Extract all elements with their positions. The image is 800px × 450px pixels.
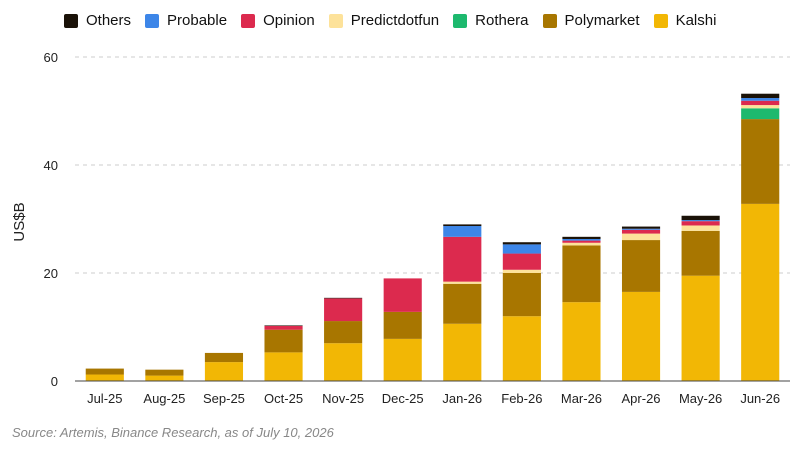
bar-segment-polymarket-dec-25 — [383, 311, 422, 339]
bar-segment-others-jan-26 — [443, 224, 482, 227]
y-tick-label-60: 60 — [44, 50, 58, 65]
legend-swatch-polymarket — [542, 13, 557, 28]
bar-segment-opinion-jun-26 — [741, 100, 780, 106]
bar-segment-others-jun-26 — [741, 93, 780, 99]
x-tick-label-jun-26: Jun-26 — [740, 391, 780, 406]
x-tick-label-mar-26: Mar-26 — [561, 391, 602, 406]
x-tick-label-nov-25: Nov-25 — [322, 391, 364, 406]
bar-segment-kalshi-sep-25 — [204, 362, 244, 381]
legend-item-kalshi: Kalshi — [653, 12, 717, 29]
source-note: Source: Artemis, Binance Research, as of… — [12, 425, 334, 440]
y-axis-title: US$B — [11, 202, 28, 241]
bar-segment-predictdotfun-jan-26 — [443, 281, 482, 284]
bar-segment-polymarket-may-26 — [681, 230, 720, 276]
bar-segment-polymarket-sep-25 — [204, 352, 244, 363]
bar-segment-kalshi-oct-25 — [264, 352, 303, 381]
bar-segment-kalshi-feb-26 — [502, 316, 541, 381]
bar-segment-opinion-nov-25 — [324, 298, 363, 322]
bar-segment-opinion-feb-26 — [502, 253, 541, 270]
legend-label-kalshi: Kalshi — [675, 12, 717, 29]
x-tick-label-oct-25: Oct-25 — [264, 391, 303, 406]
legend-item-rothera: Rothera — [453, 12, 529, 29]
bar-segment-predictdotfun-feb-26 — [502, 269, 541, 273]
grid-layer — [75, 56, 790, 274]
bar-segment-probable-feb-26 — [502, 244, 541, 254]
x-tick-label-jan-26: Jan-26 — [442, 391, 482, 406]
axis-layer: 0 20 40 60 Jul-25 Aug-25 Sep-25 Oct-25 Nov-25 Dec… — [44, 50, 790, 406]
bar-segment-kalshi-mar-26 — [562, 302, 601, 381]
bar-segment-others-oct-25 — [264, 325, 303, 326]
bar-segment-others-mar-26 — [562, 236, 601, 239]
bars-layer — [85, 93, 780, 381]
x-tick-label-jul-25: Jul-25 — [87, 391, 122, 406]
bar-segment-kalshi-apr-26 — [621, 291, 661, 381]
bar-segment-polymarket-aug-25 — [145, 369, 184, 376]
bar-segment-opinion-mar-26 — [562, 240, 601, 243]
bar-segment-probable-jan-26 — [443, 226, 482, 237]
bar-segment-probable-mar-26 — [562, 238, 601, 241]
bar-segment-polymarket-feb-26 — [502, 273, 541, 317]
legend-swatch-predictdotfun — [328, 13, 343, 28]
bar-segment-predictdotfun-may-26 — [681, 225, 720, 231]
legend-label-rothera: Rothera — [475, 12, 529, 29]
legend-swatch-others — [64, 13, 78, 28]
bar-segment-probable-apr-26 — [621, 228, 661, 230]
bar-segment-opinion-jan-26 — [443, 236, 482, 282]
legend-item-others: Others — [64, 12, 131, 29]
x-tick-label-sep-25: Sep-25 — [203, 391, 245, 406]
legend-item-predictdotfun: Predictdotfun — [328, 12, 440, 29]
bar-segment-polymarket-mar-26 — [562, 245, 601, 303]
bar-segment-polymarket-jan-26 — [443, 283, 482, 324]
bar-segment-polymarket-jul-25 — [85, 368, 124, 375]
bar-segment-polymarket-apr-26 — [621, 240, 661, 292]
bar-segment-probable-may-26 — [681, 220, 720, 222]
bar-segment-predictdotfun-apr-26 — [621, 233, 661, 241]
x-tick-label-aug-25: Aug-25 — [143, 391, 185, 406]
bar-segment-predictdotfun-mar-26 — [562, 242, 601, 246]
bar-segment-probable-jun-26 — [741, 98, 780, 101]
legend-label-others: Others — [86, 12, 132, 29]
legend-label-opinion: Opinion — [263, 12, 315, 29]
legend-swatch-probable — [145, 13, 160, 28]
bar-segment-others-feb-26 — [502, 242, 541, 245]
x-tick-label-feb-26: Feb-26 — [501, 391, 542, 406]
bar-segment-polymarket-jun-26 — [741, 119, 780, 204]
legend-swatch-rothera — [453, 13, 468, 28]
legend-label-predictdotfun: Predictdotfun — [350, 12, 440, 29]
bar-segment-polymarket-oct-25 — [264, 329, 303, 353]
x-tick-label-apr-26: Apr-26 — [622, 391, 661, 406]
bar-segment-kalshi-jun-26 — [741, 203, 780, 381]
legend-label-probable: Probable — [167, 12, 228, 29]
legend-item-probable: Probable — [145, 12, 227, 29]
bar-segment-polymarket-nov-25 — [324, 321, 363, 344]
x-tick-label-may-26: May-26 — [679, 391, 722, 406]
chart-legend: Others Probable Opinion Predictdotfun Ro… — [64, 12, 730, 29]
legend-swatch-opinion — [241, 13, 256, 28]
bar-segment-others-may-26 — [681, 215, 720, 221]
bar-segment-others-nov-25 — [324, 297, 363, 299]
bar-segment-kalshi-nov-25 — [324, 343, 363, 381]
bar-segment-rothera-jun-26 — [741, 108, 780, 120]
legend-item-opinion: Opinion — [241, 12, 315, 29]
legend-item-polymarket: Polymarket — [542, 12, 640, 29]
y-tick-label-20: 20 — [44, 266, 58, 281]
bar-segment-opinion-apr-26 — [621, 229, 661, 234]
bar-segment-kalshi-jul-25 — [85, 374, 124, 381]
y-tick-label-0: 0 — [51, 374, 58, 389]
legend-swatch-kalshi — [653, 13, 668, 28]
bar-segment-opinion-oct-25 — [264, 325, 303, 330]
bar-segment-kalshi-jan-26 — [443, 323, 482, 381]
x-tick-label-dec-25: Dec-25 — [382, 391, 424, 406]
legend-label-polymarket: Polymarket — [564, 12, 640, 29]
bar-segment-opinion-may-26 — [681, 221, 720, 226]
bar-segment-kalshi-aug-25 — [145, 375, 184, 381]
bar-segment-kalshi-dec-25 — [383, 338, 422, 381]
bar-segment-kalshi-may-26 — [681, 275, 720, 381]
bar-segment-predictdotfun-jun-26 — [741, 105, 780, 109]
y-tick-label-40: 40 — [44, 158, 58, 173]
bar-segment-others-apr-26 — [621, 226, 661, 229]
bar-segment-opinion-dec-25 — [383, 278, 422, 312]
